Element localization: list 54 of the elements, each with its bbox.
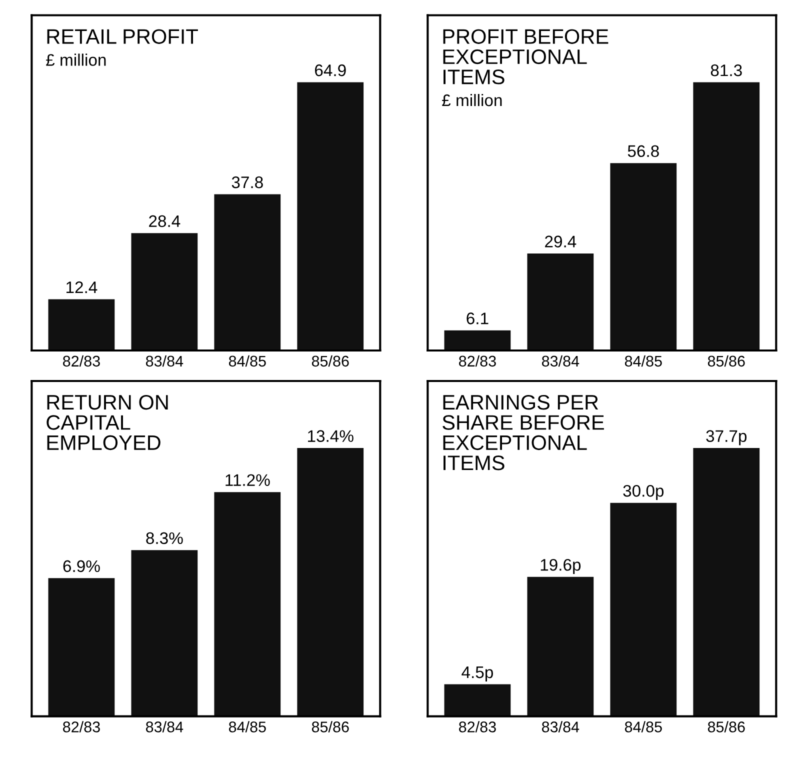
text: £ million — [442, 94, 502, 106]
x-tick-label: 82/83 — [459, 355, 496, 367]
data-label: 8.3% — [146, 532, 183, 544]
bar — [131, 233, 198, 351]
bar — [610, 163, 677, 351]
bar — [444, 330, 511, 351]
data-label: 37.7p — [706, 430, 747, 446]
chart-title: RETURN ON CAPITAL EMPLOYED — [46, 394, 168, 450]
bar — [527, 254, 594, 351]
bar — [48, 578, 115, 716]
x-tick-label: 85/86 — [312, 721, 349, 732]
data-label: 12.4 — [66, 281, 98, 294]
chart-title: PROFIT BEFORE EXCEPTIONAL ITEMS — [443, 29, 608, 84]
bar — [131, 550, 198, 716]
bar — [444, 684, 511, 716]
bar — [693, 82, 760, 351]
x-tick-label: 83/84 — [146, 721, 184, 732]
x-tick-label: 83/84 — [542, 721, 580, 732]
data-label: 11.2% — [226, 474, 270, 486]
x-tick-label: 85/86 — [708, 721, 745, 732]
x-tick-label: 84/85 — [624, 721, 662, 732]
bar — [693, 448, 760, 716]
data-label: 13.4% — [308, 430, 354, 442]
x-tick-label: 83/84 — [146, 355, 184, 367]
x-tick-label: 84/85 — [624, 355, 662, 367]
bar — [48, 299, 115, 351]
chart-subtitle: £ million — [46, 54, 106, 66]
data-label: 37.8 — [232, 176, 263, 188]
bar — [214, 492, 281, 716]
bar — [610, 502, 677, 716]
bar — [297, 448, 364, 716]
x-tick-label: 85/86 — [708, 355, 745, 367]
bar — [214, 194, 281, 351]
x-tick-label: 85/86 — [312, 355, 349, 367]
bar — [527, 576, 594, 716]
chart-title: EARNINGS PER SHARE BEFORE EXCEPTIONAL ITEMS — [442, 394, 604, 470]
data-label: 6.9% — [63, 560, 100, 572]
x-tick-label: 84/85 — [228, 721, 266, 732]
data-label: 56.8 — [628, 145, 659, 158]
x-tick-label: 82/83 — [63, 721, 100, 732]
data-label: 19.6p — [540, 558, 581, 574]
data-label: 81.3 — [710, 64, 742, 76]
data-label: 30.0p — [623, 484, 664, 500]
data-label: 28.4 — [149, 215, 180, 228]
data-label: 6.1 — [466, 312, 488, 324]
x-tick-label: 84/85 — [228, 355, 266, 367]
x-tick-label: 83/84 — [542, 355, 580, 367]
bar — [297, 82, 364, 351]
x-tick-label: 82/83 — [459, 721, 496, 732]
data-label: 29.4 — [545, 236, 576, 248]
x-tick-label: 82/83 — [63, 355, 100, 367]
data-label: 4.5p — [462, 666, 493, 682]
data-label: 64.9 — [315, 64, 346, 76]
chart-title: RETAIL PROFIT — [47, 29, 198, 44]
